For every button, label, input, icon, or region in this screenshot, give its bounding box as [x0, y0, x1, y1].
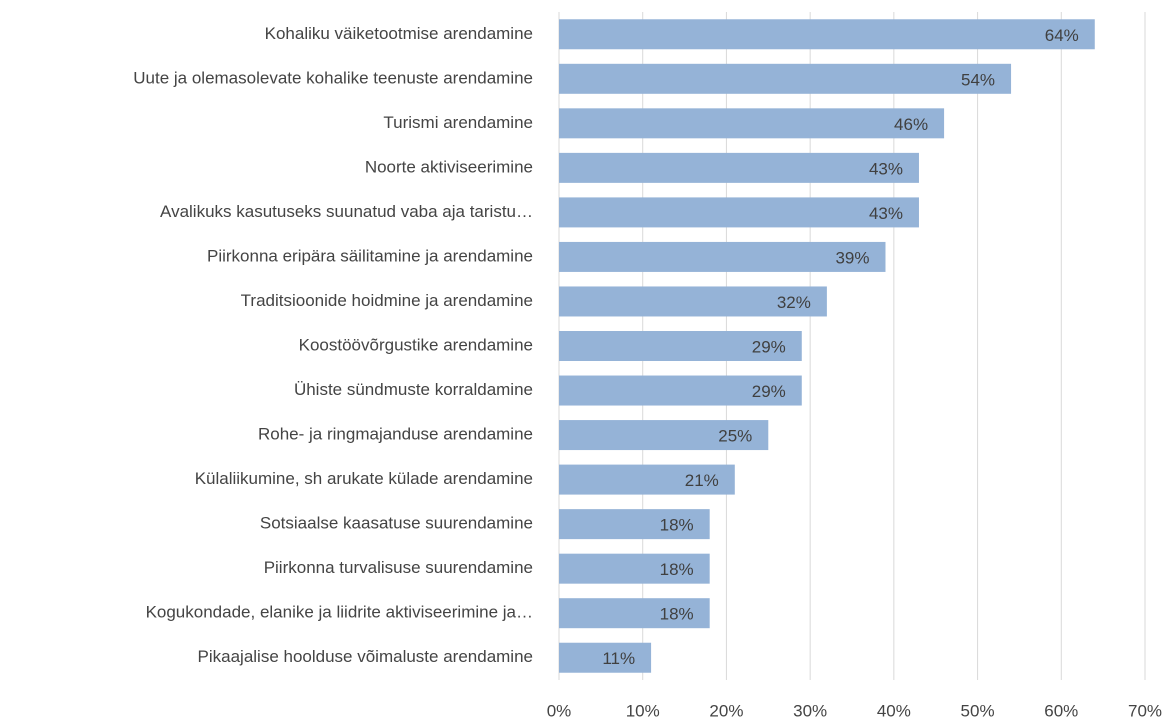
data-label: 29%	[752, 382, 786, 401]
data-label: 32%	[777, 293, 811, 312]
bar	[559, 420, 769, 451]
data-label: 18%	[660, 560, 694, 579]
bar	[559, 63, 1012, 94]
data-label: 54%	[961, 70, 995, 89]
y-tick-label: Koostöövõrgustike arendamine	[299, 335, 533, 354]
y-tick-label: Avalikuks kasutuseks suunatud vaba aja t…	[160, 202, 533, 221]
data-label: 25%	[718, 427, 752, 446]
bar	[559, 19, 1095, 50]
x-tick-label: 10%	[626, 701, 660, 720]
y-tick-label: Turismi arendamine	[383, 113, 533, 132]
x-tick-label: 40%	[877, 701, 911, 720]
y-tick-label: Piirkonna eripära säilitamine ja arendam…	[207, 246, 533, 265]
data-label: 64%	[1045, 26, 1079, 45]
y-tick-label: Külaliikumine, sh arukate külade arendam…	[195, 469, 533, 488]
data-label: 43%	[869, 204, 903, 223]
y-tick-label: Kogukondade, elanike ja liidrite aktivis…	[146, 603, 533, 622]
data-label: 43%	[869, 159, 903, 178]
y-tick-label: Traditsioonide hoidmine ja arendamine	[241, 291, 533, 310]
data-label: 11%	[602, 649, 635, 668]
y-tick-label: Piirkonna turvalisuse suurendamine	[264, 558, 533, 577]
x-tick-label: 60%	[1044, 701, 1078, 720]
y-tick-label: Sotsiaalse kaasatuse suurendamine	[260, 514, 533, 533]
y-tick-label: Pikaajalise hoolduse võimaluste arendami…	[198, 647, 533, 666]
data-label: 18%	[660, 605, 694, 624]
bar	[559, 241, 886, 272]
x-tick-label: 20%	[709, 701, 743, 720]
bar	[559, 464, 735, 495]
bar	[559, 286, 827, 317]
bar	[559, 375, 802, 406]
bar	[559, 197, 919, 228]
bar	[559, 509, 710, 540]
bar	[559, 108, 945, 139]
y-tick-label: Uute ja olemasolevate kohalike teenuste …	[133, 68, 533, 87]
y-tick-label: Rohe- ja ringmajanduse arendamine	[258, 425, 533, 444]
x-tick-label: 30%	[793, 701, 827, 720]
bar	[559, 152, 919, 183]
x-tick-label: 70%	[1128, 701, 1162, 720]
y-tick-label: Noorte aktiviseerimine	[365, 157, 533, 176]
data-label: 46%	[894, 115, 928, 134]
data-label: 39%	[835, 248, 869, 267]
bar	[559, 331, 802, 361]
x-tick-label: 0%	[547, 701, 572, 720]
bar	[559, 642, 652, 673]
data-label: 21%	[685, 471, 719, 490]
y-tick-label: Ühiste sündmuste korraldamine	[294, 380, 533, 399]
data-label: 18%	[660, 516, 694, 535]
y-tick-label: Kohaliku väiketootmise arendamine	[265, 24, 533, 43]
bar	[559, 598, 710, 629]
x-tick-label: 50%	[961, 701, 995, 720]
data-label: 29%	[752, 337, 786, 356]
bar	[559, 553, 710, 584]
